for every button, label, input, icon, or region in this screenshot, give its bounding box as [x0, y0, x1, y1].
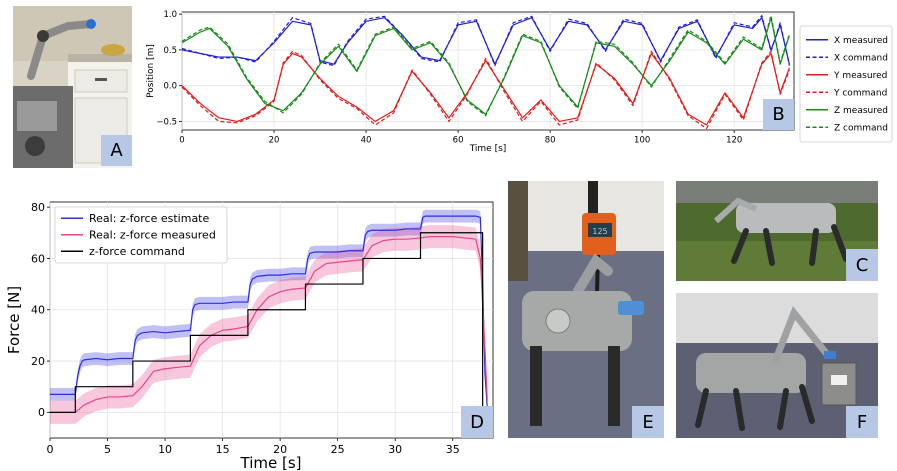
legend-frame — [54, 206, 228, 264]
y-axis-label: Position [m] — [146, 44, 156, 98]
x-tick-label: 40 — [361, 136, 372, 146]
y-tick-label: 40 — [31, 304, 45, 317]
robot-kitchen-image — [13, 6, 132, 168]
series-line — [50, 236, 488, 413]
photo-a: A — [13, 6, 132, 168]
x-tick-label: 120 — [726, 136, 742, 146]
force-tracking-chart: 0 5 10 15 20 25 30 35 0 20 40 60 80 Force [N] Time [… — [5, 201, 494, 471]
panel-label-c: C — [846, 249, 878, 281]
panel-label-f: F — [846, 406, 878, 438]
y-tick-label: 1.0 — [163, 10, 177, 20]
y-tick-label: 0 — [38, 406, 45, 419]
panel-label-d: D — [461, 406, 493, 438]
legend-entry: Y measured — [833, 71, 887, 81]
x-tick-label: 25 — [331, 443, 345, 456]
series-line — [181, 50, 790, 130]
legend-entry: Real: z-force estimate — [89, 212, 209, 225]
series-line — [181, 14, 790, 117]
y-tick-label: 20 — [31, 355, 45, 368]
panel-label-b: B — [763, 99, 794, 130]
x-axis-label: Time [s] — [469, 144, 507, 154]
scale-display: 125 — [592, 227, 607, 236]
legend-entry: Z measured — [834, 106, 888, 116]
y-tick-label: −0.5 — [156, 117, 177, 127]
legend-entry: z-force command — [89, 245, 185, 258]
y-tick-label: 0.5 — [163, 46, 177, 56]
legend-entry: Real: z-force measured — [89, 229, 216, 242]
photo-f: F — [676, 293, 878, 438]
robot-scale-image: 125 — [508, 181, 664, 438]
x-axis-label: Time [s] — [240, 454, 302, 471]
x-tick-label: 60 — [453, 136, 464, 146]
y-tick-label: 60 — [31, 252, 45, 265]
x-tick-label: 35 — [446, 443, 460, 456]
x-tick-label: 15 — [216, 443, 230, 456]
x-tick-label: 0 — [179, 136, 184, 146]
robot-outdoor-image — [676, 181, 878, 281]
legend-entry: X command — [834, 53, 888, 63]
y-axis-label: Force [N] — [5, 286, 23, 354]
x-tick-label: 10 — [158, 443, 172, 456]
photo-c: C — [676, 181, 878, 281]
x-tick-label: 30 — [388, 443, 402, 456]
panel-label-e: E — [632, 406, 664, 438]
legend-entry: Y command — [833, 88, 887, 98]
panel-label-a: A — [101, 135, 132, 166]
x-tick-label: 20 — [273, 443, 287, 456]
legend-entry: X measured — [834, 36, 888, 46]
legend-entry: Z command — [834, 123, 888, 133]
series-line — [50, 215, 488, 408]
x-tick-label: 100 — [634, 136, 650, 146]
confidence-band — [50, 225, 488, 424]
y-tick-label: 0.0 — [163, 82, 177, 92]
x-tick-label: 80 — [545, 136, 556, 146]
robot-box-image — [676, 293, 878, 438]
y-tick-label: 80 — [31, 201, 45, 214]
legend: X measured X command Y measured Y command Z … — [799, 25, 893, 143]
x-tick-label: 5 — [104, 443, 111, 456]
x-tick-label: 20 — [269, 136, 280, 146]
legend: Real: z-force estimate Real: z-force meas… — [54, 206, 228, 264]
series-line — [181, 14, 790, 67]
series-line — [50, 232, 488, 413]
photo-e: 125 E — [508, 181, 664, 438]
position-tracking-chart: 0 20 40 60 80 100 120 −0.5 0.0 0.5 1.0 Position [m… — [146, 10, 893, 154]
legend-frame — [799, 25, 893, 143]
x-tick-label: 0 — [47, 443, 54, 456]
